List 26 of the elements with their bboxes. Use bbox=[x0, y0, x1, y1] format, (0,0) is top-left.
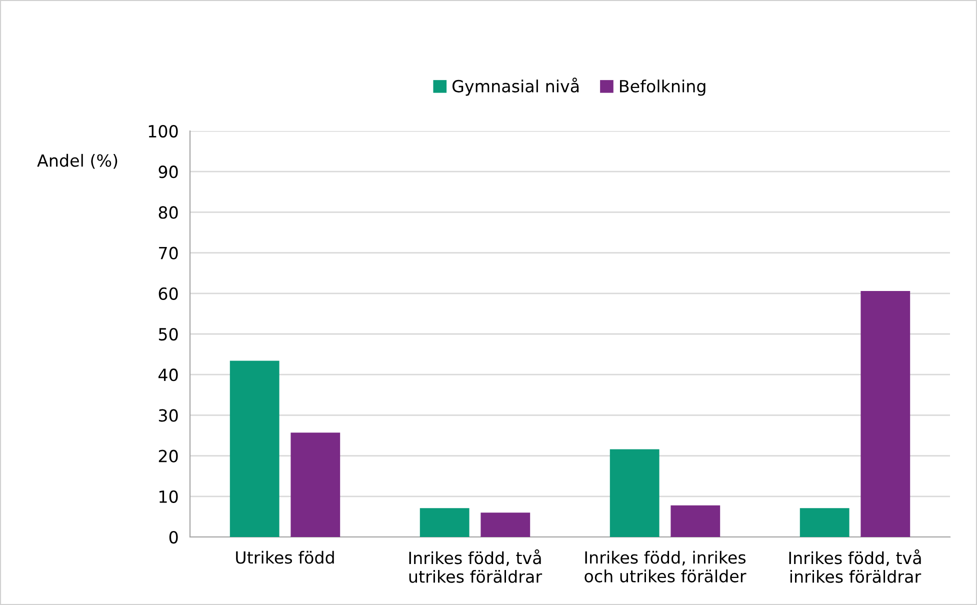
y-tick-label: 90 bbox=[158, 166, 178, 178]
bar bbox=[230, 360, 280, 537]
y-tick-label: 60 bbox=[158, 287, 178, 300]
y-axis-title: Andel (%) bbox=[37, 154, 118, 169]
x-tick-label: Utrikes född bbox=[236, 550, 334, 564]
x-tick-label: Inrikes född, två inrikes föräldrar bbox=[789, 549, 922, 583]
y-tick-label: 70 bbox=[159, 246, 178, 260]
legend-label: Gymnasial nivå bbox=[452, 78, 579, 96]
y-tick-label: 80 bbox=[158, 206, 178, 219]
x-tick-label: Inrikes född, inrikes och utrikes förälder bbox=[584, 550, 746, 582]
y-tick-label: 20 bbox=[158, 450, 178, 462]
x-tick-label: Inrikes född, två utrikes föräldrar bbox=[409, 549, 542, 583]
legend-label: Befolkning bbox=[620, 80, 706, 96]
bar bbox=[480, 512, 530, 537]
y-tick-label: 100 bbox=[148, 124, 178, 138]
bar bbox=[610, 449, 660, 537]
y-tick-label: 0 bbox=[169, 530, 178, 544]
bar bbox=[860, 290, 910, 537]
y-tick-label: 10 bbox=[160, 490, 178, 503]
bar bbox=[420, 508, 470, 537]
bar bbox=[290, 432, 340, 537]
y-tick-label: 30 bbox=[158, 409, 178, 422]
y-tick-label: 50 bbox=[158, 328, 178, 341]
bar bbox=[800, 508, 850, 537]
bar bbox=[670, 505, 720, 537]
y-tick-label: 40 bbox=[158, 368, 178, 382]
